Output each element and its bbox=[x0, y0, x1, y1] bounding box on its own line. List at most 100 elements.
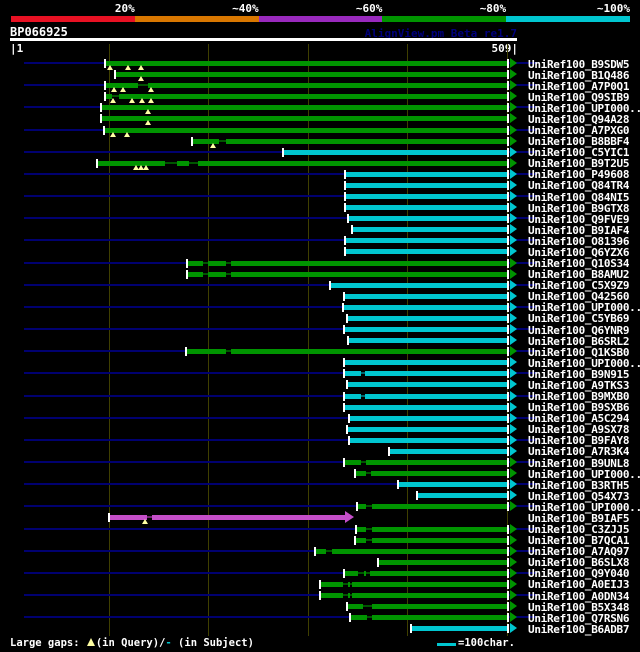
alignment-bar[interactable] bbox=[187, 260, 509, 266]
subject-label[interactable]: UniRef100_UPI000.. bbox=[528, 467, 640, 481]
subject-label[interactable]: UniRef100_C3ZJJ5 bbox=[528, 523, 630, 536]
alignment-bar[interactable] bbox=[344, 194, 509, 199]
subject-label[interactable]: UniRef100_C5X9Z9 bbox=[528, 279, 630, 293]
alignment-bar[interactable] bbox=[417, 493, 509, 499]
subject-label[interactable]: UniRef100_B1Q486 bbox=[528, 68, 630, 82]
alignment-bar[interactable] bbox=[354, 471, 509, 477]
subject-label[interactable]: UniRef100_B9FAY8 bbox=[528, 434, 630, 448]
alignment-bar[interactable] bbox=[343, 460, 509, 465]
subject-label[interactable]: UniRef100_Q94A28 bbox=[528, 112, 630, 126]
alignment-bar[interactable] bbox=[104, 83, 509, 89]
subject-label[interactable]: UniRef100_B9IAF5 bbox=[528, 511, 630, 525]
subject-label[interactable]: UniRef100_C5YB69 bbox=[528, 312, 630, 326]
alignment-bar[interactable] bbox=[103, 127, 509, 133]
subject-label[interactable]: UniRef100_B3RTH5 bbox=[528, 478, 630, 492]
alignment-bar[interactable] bbox=[343, 360, 509, 366]
subject-label[interactable]: UniRef100_B6SLX8 bbox=[528, 556, 630, 570]
alignment-bar[interactable] bbox=[186, 349, 509, 355]
subject-label[interactable]: UniRef100_B9IAF4 bbox=[528, 223, 630, 237]
subject-label[interactable]: UniRef100_B9T2U5 bbox=[528, 157, 630, 171]
alignment-bar[interactable] bbox=[343, 293, 509, 299]
subject-label[interactable]: UniRef100_Q6YNR9 bbox=[528, 323, 630, 337]
subject-label[interactable]: UniRef100_Q9FVE9 bbox=[528, 212, 630, 226]
subject-label[interactable]: UniRef100_A7AQ97 bbox=[528, 545, 630, 559]
alignment-bar[interactable] bbox=[344, 171, 509, 177]
subject-label[interactable]: UniRef100_Q6YZX6 bbox=[528, 245, 630, 259]
alignment-bar[interactable] bbox=[343, 371, 509, 377]
subject-label[interactable]: UniRef100_B6ADB7 bbox=[528, 622, 630, 636]
subject-label[interactable]: UniRef100_Q9Y040 bbox=[528, 567, 630, 581]
subject-label[interactable]: UniRef100_Q7RSN6 bbox=[528, 611, 630, 625]
alignment-bar[interactable] bbox=[104, 61, 509, 66]
alignment-bar[interactable] bbox=[343, 404, 509, 410]
alignment-bar[interactable] bbox=[348, 437, 509, 443]
alignment-bar[interactable] bbox=[192, 138, 509, 144]
alignment-bar[interactable] bbox=[344, 182, 509, 188]
alignment-bar[interactable] bbox=[346, 315, 509, 321]
subject-label[interactable]: UniRef100_Q10S34 bbox=[528, 257, 630, 270]
alignment-bar[interactable] bbox=[411, 626, 509, 632]
alignment-bar[interactable] bbox=[346, 382, 509, 388]
alignment-bar[interactable] bbox=[344, 249, 509, 255]
alignment-bar[interactable] bbox=[282, 149, 509, 155]
subject-label[interactable]: UniRef100_Q54X73 bbox=[528, 489, 630, 503]
alignment-bar[interactable] bbox=[314, 548, 509, 554]
alignment-bar[interactable] bbox=[347, 338, 509, 344]
subject-label[interactable]: UniRef100_A7R3K4 bbox=[528, 445, 630, 459]
alignment-bar[interactable] bbox=[355, 526, 509, 532]
alignment-bar[interactable] bbox=[348, 415, 509, 421]
subject-label[interactable]: UniRef100_B9SDW5 bbox=[528, 57, 630, 71]
alignment-bar[interactable] bbox=[100, 116, 509, 122]
subject-label[interactable]: UniRef100_C5YIC1 bbox=[528, 146, 630, 160]
alignment-bar[interactable] bbox=[96, 160, 509, 166]
alignment-bar[interactable] bbox=[343, 570, 509, 576]
subject-label[interactable]: UniRef100_A5C294 bbox=[528, 412, 630, 426]
subject-label[interactable]: UniRef100_Q84NI5 bbox=[528, 190, 630, 204]
subject-label[interactable]: UniRef100_A9TKS3 bbox=[528, 378, 630, 392]
subject-label[interactable]: UniRef100_B9N915 bbox=[528, 367, 630, 381]
subject-label[interactable]: UniRef100_A7P0Q1 bbox=[528, 79, 630, 93]
subject-label[interactable]: UniRef100_B8AMU2 bbox=[528, 268, 630, 282]
alignment-bar[interactable] bbox=[356, 504, 509, 510]
alignment-bar[interactable] bbox=[108, 515, 345, 521]
subject-label[interactable]: UniRef100_Q42560 bbox=[528, 290, 630, 304]
alignment-bar[interactable] bbox=[319, 581, 509, 587]
alignment-bar[interactable] bbox=[351, 227, 509, 233]
alignment-bar[interactable] bbox=[354, 537, 509, 543]
subject-label[interactable]: UniRef100_Q84TR4 bbox=[528, 179, 630, 193]
subject-label[interactable]: UniRef100_P49608 bbox=[528, 168, 630, 182]
alignment-bar[interactable] bbox=[104, 94, 509, 100]
alignment-bar[interactable] bbox=[344, 205, 509, 211]
subject-label[interactable]: UniRef100_O81396 bbox=[528, 234, 630, 248]
alignment-bar[interactable] bbox=[319, 593, 509, 598]
subject-label[interactable]: UniRef100_Q9SIB9 bbox=[528, 90, 630, 104]
alignment-bar[interactable] bbox=[397, 482, 509, 488]
alignment-bar[interactable] bbox=[329, 282, 509, 288]
subject-label[interactable]: UniRef100_UPI000.. bbox=[528, 101, 640, 115]
subject-label[interactable]: UniRef100_UPI000.. bbox=[528, 356, 640, 370]
subject-label[interactable]: UniRef100_B7QCA1 bbox=[528, 534, 630, 548]
subject-label[interactable]: UniRef100_B5X348 bbox=[528, 600, 630, 614]
alignment-bar[interactable] bbox=[347, 216, 509, 222]
subject-label[interactable]: UniRef100_A7PXG0 bbox=[528, 124, 630, 137]
alignment-bar[interactable] bbox=[349, 615, 509, 621]
alignment-bar[interactable] bbox=[377, 559, 509, 565]
alignment-bar[interactable] bbox=[388, 448, 509, 454]
subject-label[interactable]: UniRef100_B9SXB6 bbox=[528, 401, 630, 415]
subject-label[interactable]: UniRef100_A0DN34 bbox=[528, 589, 630, 603]
alignment-bar[interactable] bbox=[342, 304, 509, 310]
subject-label[interactable]: UniRef100_UPI000.. bbox=[528, 500, 640, 514]
subject-label[interactable]: UniRef100_UPI000.. bbox=[528, 301, 640, 315]
subject-label[interactable]: UniRef100_B9MXB0 bbox=[528, 390, 630, 403]
subject-label[interactable]: UniRef100_A0EIJ3 bbox=[528, 578, 630, 592]
alignment-bar[interactable] bbox=[100, 105, 509, 111]
alignment-bar[interactable] bbox=[114, 72, 509, 78]
subject-label[interactable]: UniRef100_B8BBF4 bbox=[528, 135, 630, 149]
subject-label[interactable]: UniRef100_Q1KSB0 bbox=[528, 345, 630, 359]
alignment-bar[interactable] bbox=[187, 271, 509, 277]
alignment-bar[interactable] bbox=[346, 604, 509, 610]
alignment-bar[interactable] bbox=[343, 393, 509, 399]
alignment-bar[interactable] bbox=[344, 238, 509, 244]
subject-label[interactable]: UniRef100_B9GTX8 bbox=[528, 201, 630, 215]
alignment-bar[interactable] bbox=[343, 327, 509, 332]
